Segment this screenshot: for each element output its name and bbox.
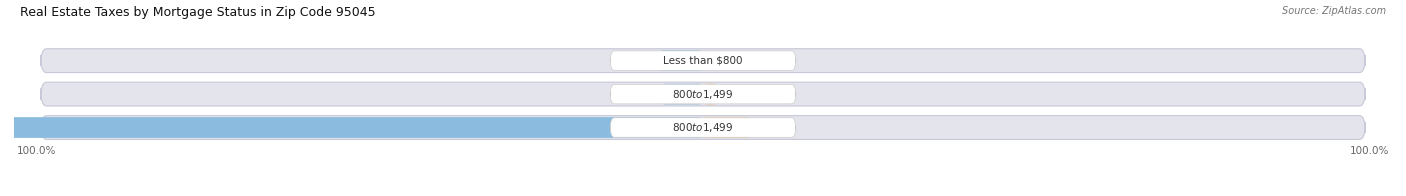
FancyBboxPatch shape xyxy=(610,51,796,70)
FancyBboxPatch shape xyxy=(41,49,1365,73)
Text: 1.1%: 1.1% xyxy=(728,89,755,99)
Text: Source: ZipAtlas.com: Source: ZipAtlas.com xyxy=(1282,6,1386,16)
FancyBboxPatch shape xyxy=(703,117,751,138)
FancyBboxPatch shape xyxy=(41,116,1365,139)
Text: Real Estate Taxes by Mortgage Status in Zip Code 95045: Real Estate Taxes by Mortgage Status in … xyxy=(20,6,375,19)
FancyBboxPatch shape xyxy=(659,50,703,71)
FancyBboxPatch shape xyxy=(610,118,796,137)
Text: $800 to $1,499: $800 to $1,499 xyxy=(672,121,734,134)
Text: 3.3%: 3.3% xyxy=(623,56,648,66)
Text: $800 to $1,499: $800 to $1,499 xyxy=(672,88,734,101)
Text: 0.0%: 0.0% xyxy=(716,56,742,66)
FancyBboxPatch shape xyxy=(610,84,796,104)
FancyBboxPatch shape xyxy=(0,117,703,138)
FancyBboxPatch shape xyxy=(41,82,1365,106)
Legend: Without Mortgage, With Mortgage: Without Mortgage, With Mortgage xyxy=(588,193,818,196)
Text: 100.0%: 100.0% xyxy=(17,146,56,156)
Text: Less than $800: Less than $800 xyxy=(664,56,742,66)
Text: 3.1%: 3.1% xyxy=(624,89,651,99)
Text: 3.6%: 3.6% xyxy=(761,122,787,132)
FancyBboxPatch shape xyxy=(662,84,703,104)
FancyBboxPatch shape xyxy=(703,84,717,104)
Text: 100.0%: 100.0% xyxy=(1350,146,1389,156)
